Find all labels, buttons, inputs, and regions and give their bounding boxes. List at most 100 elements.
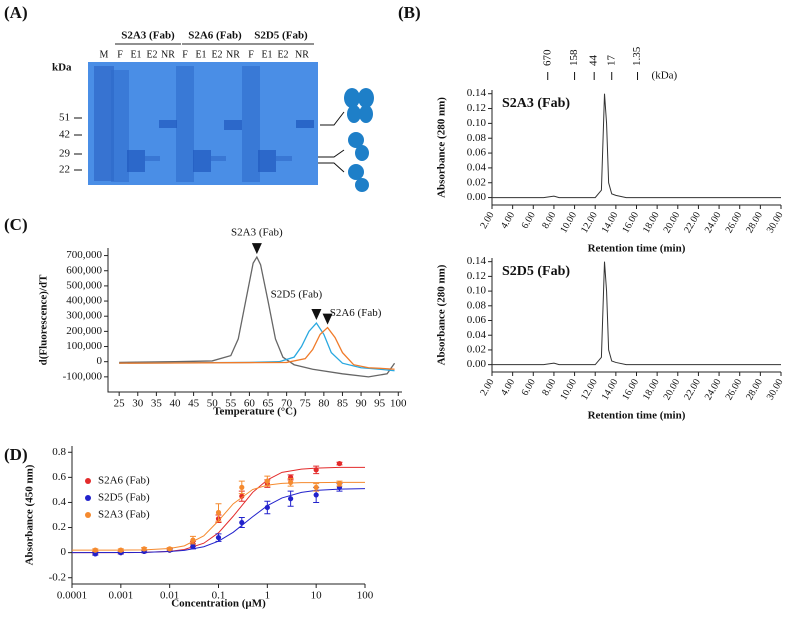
y-tick-label: 0.08	[467, 132, 487, 144]
y-tick-label: 0.10	[467, 285, 487, 297]
fit-curve	[72, 481, 365, 551]
y-tick-label: 0.12	[467, 270, 486, 282]
y-tick-label: 0.14	[467, 255, 487, 267]
x-tick-label: 65	[263, 398, 275, 410]
y-tick-label: 0	[61, 546, 67, 558]
y-axis-label: Absorbance (280 nm)	[436, 264, 448, 365]
x-tick-label: 85	[337, 398, 349, 410]
lane-label: E2	[277, 49, 288, 60]
x-tick-label: 35	[151, 398, 163, 410]
lane-label: F	[182, 49, 188, 60]
x-axis-label: Retention time (min)	[588, 243, 686, 255]
y-tick-label: 0.10	[467, 117, 487, 129]
data-point	[288, 479, 294, 485]
x-tick-label: 1	[265, 590, 271, 602]
panel-label: (B)	[398, 3, 421, 22]
y-tick-label: 400,000	[66, 295, 102, 307]
lane-group: S2A6 (Fab)	[188, 30, 242, 42]
y-tick-label: 0.04	[467, 329, 487, 341]
x-tick-label: 30	[132, 398, 144, 410]
y-tick-label: 0.00	[467, 191, 487, 203]
x-tick-label: 0.0001	[57, 590, 87, 602]
x-tick-label: 0.001	[108, 590, 133, 602]
y-tick-label: 500,000	[66, 279, 102, 291]
y-tick-label: 0.4	[52, 496, 66, 508]
lane-group: S2D5 (Fab)	[254, 30, 308, 42]
y-tick-label: 0.2	[52, 521, 66, 533]
data-point	[264, 478, 270, 484]
x-axis-label: Concentration (µM)	[171, 598, 266, 610]
lane-label: E1	[130, 49, 141, 60]
lane-label: E1	[195, 49, 206, 60]
x-tick-label: 10	[311, 590, 323, 602]
y-tick-label: 0.6	[52, 471, 66, 483]
legend-marker	[85, 495, 91, 501]
lane-label: E1	[261, 49, 272, 60]
lane-label: E2	[211, 49, 222, 60]
standard-label: 158	[568, 49, 580, 66]
marker-unit: kDa	[52, 62, 72, 74]
x-axis-label: Temperature (°C)	[213, 406, 297, 418]
line	[492, 93, 781, 199]
y-tick-label: 0.12	[467, 102, 486, 114]
panel-label: (C)	[4, 215, 28, 234]
legend-marker	[85, 478, 91, 484]
lane-label: E2	[146, 49, 157, 60]
series-label: S2D5 (Fab)	[271, 289, 323, 301]
data-point	[215, 534, 222, 541]
series-label: S2A3 (Fab)	[231, 227, 283, 239]
x-tick-label: 60	[244, 398, 256, 410]
lane-label: NR	[295, 49, 309, 60]
chart-title: S2A3 (Fab)	[502, 96, 570, 111]
legend-label: S2D5 (Fab)	[98, 492, 150, 504]
lane-group: S2A3 (Fab)	[121, 30, 175, 42]
marker-label: 22	[59, 164, 70, 176]
x-tick-label: 40	[169, 398, 181, 410]
line	[119, 321, 395, 372]
x-tick-label: 100	[357, 590, 374, 602]
y-tick-label: 600,000	[66, 264, 102, 276]
x-tick-label: 0.01	[160, 590, 179, 602]
x-tick-label: 80	[318, 398, 330, 410]
y-tick-label: 300,000	[66, 310, 102, 322]
axis-line	[107, 248, 402, 393]
y-tick-label: 0.02	[467, 176, 486, 188]
x-tick-label: 90	[356, 398, 368, 410]
data-point	[313, 484, 319, 490]
legend-label: S2A6 (Fab)	[98, 475, 150, 487]
lane-label: F	[117, 49, 123, 60]
data-point	[336, 481, 343, 487]
peak-arrow	[322, 313, 333, 325]
gel-image	[88, 62, 318, 185]
data-point	[239, 484, 245, 490]
standard-unit: (kDa)	[652, 70, 678, 82]
x-tick-label: 25	[114, 398, 126, 410]
x-axis-label: Retention time (min)	[588, 410, 686, 422]
data-point	[190, 543, 196, 549]
y-tick-label: -0.2	[49, 571, 66, 583]
x-tick-label: 50	[207, 398, 219, 410]
data-point	[239, 519, 245, 526]
fit-curve	[71, 488, 366, 554]
x-tick-label: 55	[225, 398, 237, 410]
y-tick-label: 0.04	[467, 161, 487, 173]
y-tick-label: 0.06	[467, 314, 487, 326]
peak-arrow	[311, 309, 322, 321]
data-point	[288, 496, 294, 502]
lane-label: M	[100, 49, 109, 60]
data-point	[118, 547, 124, 553]
x-tick-label: 45	[188, 398, 200, 410]
data-point	[313, 467, 319, 473]
series-label: S2A6 (Fab)	[330, 307, 382, 319]
x-tick-label: 95	[374, 398, 386, 410]
panel-label: (D)	[4, 445, 28, 464]
x-tick-label: 75	[300, 398, 312, 410]
data-point	[264, 504, 270, 511]
y-axis-label: d(Fluorescence)/dT	[38, 274, 50, 366]
data-point	[313, 492, 319, 498]
line	[119, 326, 395, 370]
x-tick-label: 70	[281, 398, 293, 410]
y-tick-label: 0.02	[467, 343, 486, 355]
data-point	[239, 493, 245, 499]
